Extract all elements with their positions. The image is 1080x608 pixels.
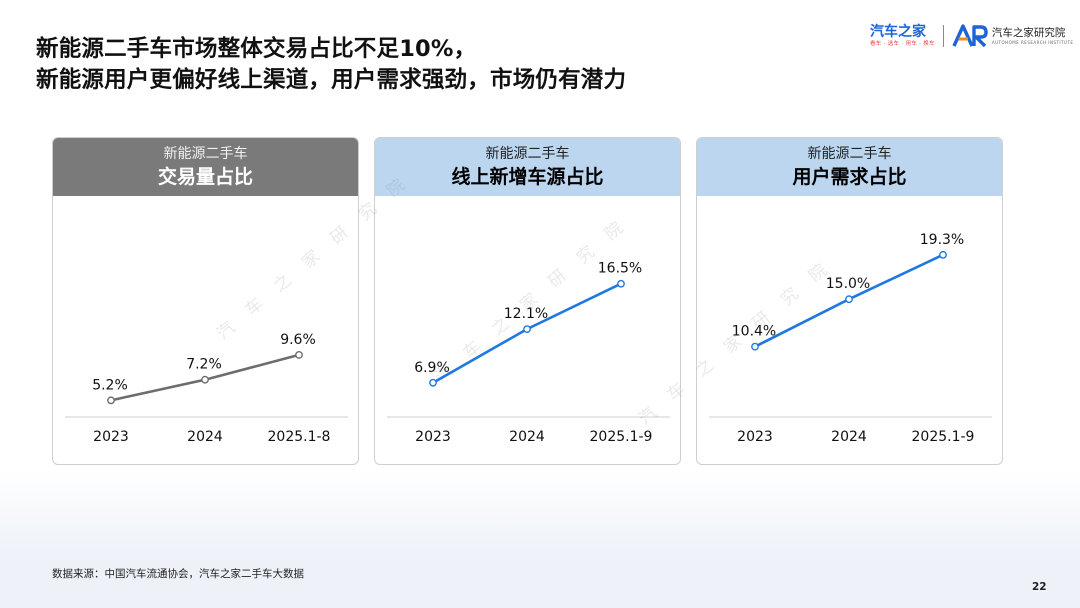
data-point	[201, 375, 209, 384]
data-point	[107, 396, 115, 405]
card-subtitle: 新能源二手车	[807, 146, 892, 162]
line-chart-user-demand-share: 10.4% 2023 15.0% 2024 19.3% 2025.1-9	[709, 232, 992, 445]
x-tick-label: 2025.1-9	[590, 429, 653, 445]
data-point	[845, 295, 853, 304]
card-header: 新能源二手车 交易量占比	[53, 138, 358, 196]
institute-en: AUTOHOME RESEARCH INSTITUTE	[991, 39, 1074, 45]
background-band	[0, 470, 1080, 608]
card-subtitle: 新能源二手车	[163, 146, 248, 162]
title-line-1: 新能源二手车市场整体交易占比不足10%，	[36, 36, 477, 62]
chart-card-transaction-share: 新能源二手车 交易量占比 5.2% 2023 7.2% 2024 9.6% 2025.1-…	[52, 137, 359, 465]
line-chart-transaction-share: 5.2% 2023 7.2% 2024 9.6% 2025.1-8	[65, 332, 348, 445]
brand-slogan: 看车 · 选车 · 用车 · 换车	[870, 40, 935, 47]
brand-name: 汽车之家	[870, 23, 926, 40]
x-tick-label: 2023	[737, 429, 773, 445]
card-title: 交易量占比	[157, 166, 253, 188]
title-line-2: 新能源用户更偏好线上渠道，用户需求强劲，市场仍有潜力	[36, 67, 627, 93]
autohome-logo: 汽车之家 看车 · 选车 · 用车 · 换车	[870, 23, 935, 48]
data-point	[295, 351, 303, 359]
data-label: 7.2%	[186, 357, 222, 373]
data-point	[751, 342, 759, 351]
x-tick-label: 2025.1-9	[912, 429, 975, 445]
page-number: 22	[1032, 581, 1047, 593]
data-label: 19.3%	[920, 232, 964, 248]
data-label: 9.6%	[280, 332, 316, 348]
institute-name: 汽车之家研究院 AUTOHOME RESEARCH INSTITUTE	[992, 27, 1074, 46]
data-label: 15.0%	[826, 276, 870, 292]
page-title: 新能源二手车市场整体交易占比不足10%， 新能源用户更偏好线上渠道，用户需求强劲…	[36, 34, 626, 96]
x-tick-label: 2023	[415, 429, 451, 445]
chart-card-online-listing-share: 新能源二手车 线上新增车源占比 6.9% 2023 12.1% 2024 16.5% 20…	[374, 137, 681, 465]
line-chart-online-listing-share: 6.9% 2023 12.1% 2024 16.5% 2025.1-9	[387, 261, 670, 445]
x-tick-label: 2024	[831, 429, 867, 445]
x-tick-label: 2024	[509, 429, 545, 445]
logo-divider	[942, 25, 944, 47]
x-tick-label: 2023	[93, 429, 129, 445]
x-tick-label: 2025.1-8	[268, 429, 331, 445]
data-source-note: 数据来源：中国汽车流通协会，汽车之家二手车大数据	[52, 568, 304, 580]
data-label: 10.4%	[732, 324, 776, 340]
data-point	[429, 378, 437, 387]
card-title: 用户需求占比	[792, 166, 907, 188]
data-label: 12.1%	[504, 306, 548, 322]
data-label: 5.2%	[92, 377, 128, 393]
x-tick-label: 2024	[187, 429, 223, 445]
data-point	[939, 250, 947, 259]
data-label: 6.9%	[414, 360, 450, 376]
card-subtitle: 新能源二手车	[485, 146, 570, 162]
logo-group: 汽车之家 看车 · 选车 · 用车 · 换车 汽车之家研究院 AUTOHOME …	[870, 22, 1073, 50]
data-point	[523, 325, 531, 334]
data-label: 16.5%	[598, 261, 642, 277]
series-line	[432, 282, 622, 384]
card-header: 新能源二手车 线上新增车源占比	[375, 138, 680, 196]
data-point	[617, 279, 625, 288]
chart-card-user-demand-share: 新能源二手车 用户需求占比 10.4% 2023 15.0% 2024 19.3% 202…	[696, 137, 1003, 465]
institute-cn: 汽车之家研究院	[991, 26, 1066, 39]
card-title: 线上新增车源占比	[451, 166, 604, 188]
ar-logo-icon	[952, 24, 988, 48]
card-header: 新能源二手车 用户需求占比	[697, 138, 1002, 196]
